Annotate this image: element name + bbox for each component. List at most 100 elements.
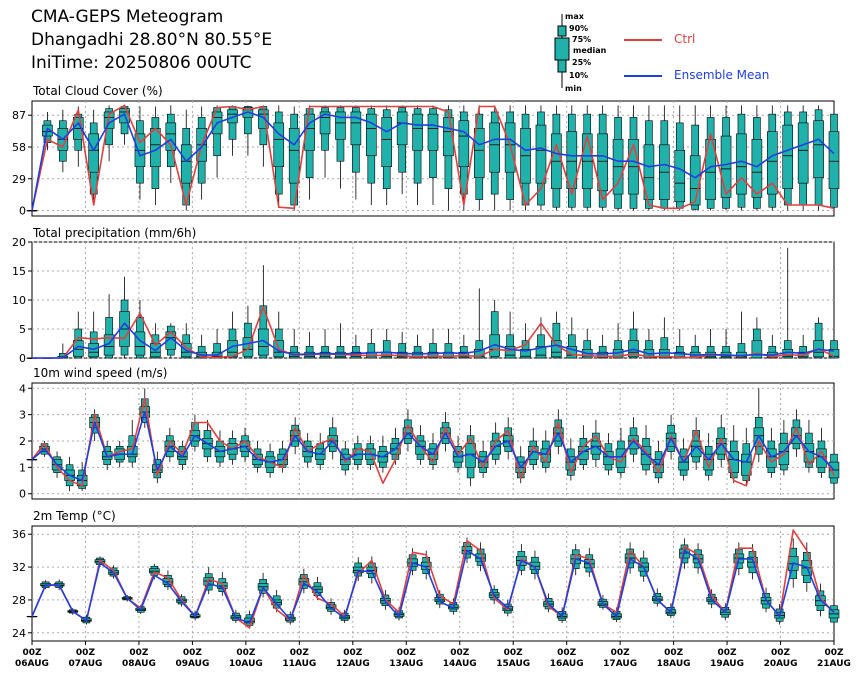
x-tick-date-label: 13AUG [389,659,423,669]
box-inner [412,351,423,359]
y-tick-label-precip: 0 [19,352,26,365]
x-tick-date-label: 11AUG [282,659,316,669]
x-tick-hour-label: 00Z [504,648,524,658]
ctrl-line-cloud [31,104,835,211]
x-tick-date-label: 06AUG [15,659,49,669]
x-tick-date-label: 20AUG [764,659,798,669]
box-inner [88,343,99,358]
box-inner [180,144,192,184]
x-tick-hour-label: 00Z [397,648,417,658]
box-inner [720,135,732,198]
box-inner [643,144,655,200]
y-tick-label-cloud: 58 [12,141,26,154]
y-tick-label-temp: 32 [12,561,26,574]
legend-median-label: median [573,46,607,55]
ctrl-line-precip [32,306,835,359]
x-tick-date-label: 21AUG [817,659,851,669]
y-tick-label-cloud: 87 [12,109,26,122]
y-tick-label-wind: 1 [19,461,26,474]
box-inner [88,133,99,173]
y-tick-label-precip: 10 [12,294,26,307]
y-tick-label-precip: 15 [12,265,26,278]
box-inner [520,348,531,359]
x-tick-date-label: 14AUG [443,659,477,669]
x-tick-hour-label: 00Z [611,648,631,658]
box-inner [751,139,763,198]
box-inner [615,448,627,468]
box-inner [415,440,426,455]
box-inner [782,124,794,189]
box-inner [690,440,702,458]
box-inner [72,340,84,357]
x-tick-date-label: 15AUG [496,659,530,669]
x-tick-date-label: 12AUG [336,659,370,669]
panel-title-cloud: Total Cloud Cover (%) [33,84,163,98]
box-inner [751,340,763,359]
box-outer [244,106,252,135]
panel-title-precip: Total precipitation (mm/6h) [33,226,197,240]
box-inner [797,122,809,184]
x-tick-hour-label: 00Z [343,648,363,658]
box-inner [504,346,516,359]
x-tick-hour-label: 00Z [557,648,577,658]
box-inner [319,351,331,359]
box-inner [736,133,747,195]
y-tick-label-wind: 3 [19,409,26,422]
meteogram-title: CMA-GEPS Meteogram [31,7,224,27]
box-inner [427,351,439,359]
x-tick-hour-label: 00Z [771,648,791,658]
legend-p10-label: 10% [569,71,589,80]
y-tick-label-wind: 2 [19,435,26,448]
ensemble-mean-line-temp [31,549,835,624]
x-tick-hour-label: 00Z [22,648,42,658]
box-inner [640,445,652,466]
box-inner [165,122,177,151]
ensemble-mean-line-cloud [31,111,835,211]
box-inner [628,435,639,450]
x-tick-hour-label: 00Z [76,648,96,658]
legend-p90-label: 90% [569,24,589,33]
box-inner [319,111,331,135]
init-time-label: IniTime: 20250806 00UTC [31,53,252,73]
box-inner [813,120,824,178]
panel-title-temp: 2m Temp (°C) [33,509,116,523]
x-tick-hour-label: 00Z [664,648,684,658]
box-inner [473,128,485,178]
x-tick-date-label: 17AUG [603,659,637,669]
box-inner [535,124,547,184]
ensemble-mean-line-wind [31,411,835,482]
panel-title-wind: 10m wind speed (m/s) [33,366,168,380]
box-inner [489,122,500,173]
y-tick-label-wind: 4 [19,382,26,395]
box-inner [551,340,562,358]
box-inner [304,113,315,151]
box-inner [741,453,752,476]
box-inner [412,113,423,151]
y-tick-label-temp: 28 [12,594,26,607]
x-tick-hour-label: 00Z [129,648,149,658]
ctrl-line-wind [31,397,835,487]
x-tick-date-label: 18AUG [657,659,691,669]
box-inner [458,120,470,168]
box-inner [475,553,486,562]
box-inner [288,128,300,184]
ctrl-line-temp [31,529,835,629]
y-tick-label-temp: 36 [12,528,26,541]
x-tick-hour-label: 00Z [183,648,203,658]
y-tick-label-cloud: 0 [19,205,26,218]
ensemble-mean-line-precip [32,322,835,359]
box-inner [427,113,439,151]
legend-min-label: min [565,84,582,93]
x-tick-date-label: 07AUG [69,659,103,669]
box-inner [535,346,547,359]
x-tick-date-label: 08AUG [122,659,156,669]
box-inner [335,111,346,140]
box-inner [674,149,686,203]
box-inner [689,155,701,206]
location-label: Dhangadhi 28.80°N 80.55°E [31,30,273,50]
box-inner [828,131,840,189]
legend-ctrl-label: Ctrl [674,32,696,46]
x-tick-date-label: 19AUG [710,659,744,669]
x-tick-date-label: 10AUG [229,659,263,669]
